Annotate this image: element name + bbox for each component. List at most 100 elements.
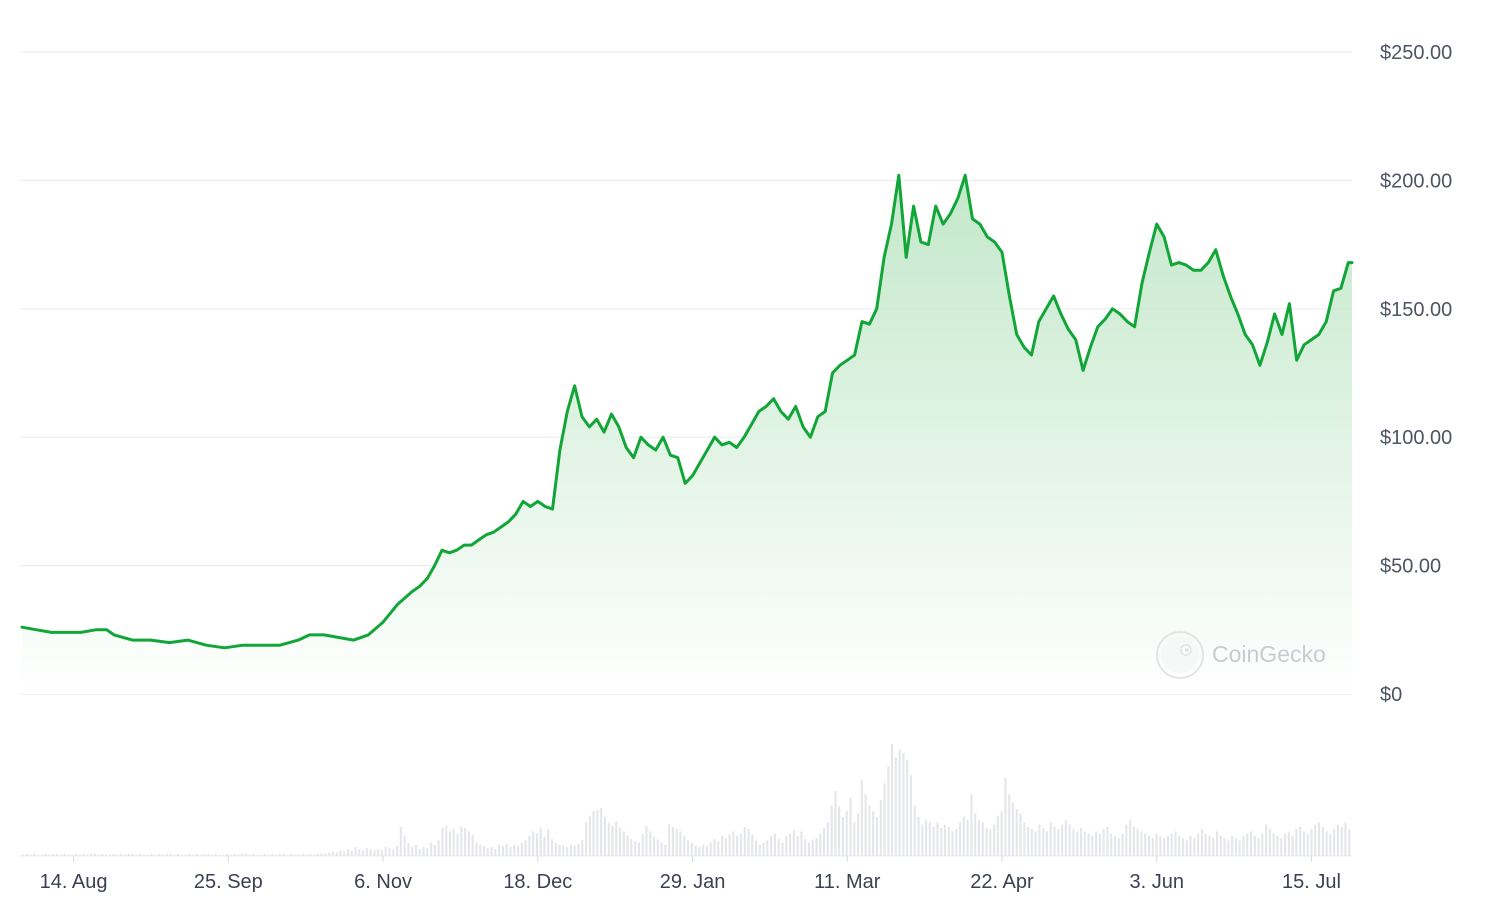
volume-bar [864,794,867,856]
volume-bar [588,815,591,856]
volume-bar [1306,833,1309,856]
volume-bar [551,839,554,856]
volume-bar [993,824,996,856]
volume-bar [449,831,452,856]
volume-bar [475,842,478,856]
volume-bar [1125,824,1128,856]
volume-bar [71,854,74,856]
volume-bar [48,854,51,856]
volume-bar [1083,831,1086,856]
volume-bar [415,844,418,856]
volume-bar [1166,835,1169,856]
volume-bar [252,853,255,856]
volume-bar [1276,835,1279,856]
volume-bar [263,853,266,856]
volume-bar [857,813,860,856]
volume-bar [520,842,523,856]
volume-bar [165,853,168,856]
volume-bar [184,854,187,856]
volume-bar [33,853,36,856]
volume-bar [811,840,814,856]
volume-bar [1295,829,1298,856]
volume-bar [343,851,346,856]
volume-bar [56,853,59,856]
volume-bar [830,805,833,856]
volume-bar [282,853,285,856]
volume-bar [494,849,497,856]
volume-bar [1049,822,1052,856]
volume-bar [804,839,807,856]
volume-bar [732,831,735,856]
volume-bar [498,844,501,856]
volume-bar [834,791,837,856]
volume-bar [819,833,822,856]
volume-bar [1178,835,1181,856]
volume-bar [44,853,47,856]
volume-bar [25,853,28,856]
volume-bar [1272,833,1275,856]
volume-bar [1287,831,1290,856]
volume-bar [773,833,776,856]
volume-bar [694,845,697,856]
volume-bar [887,766,890,856]
volume-bar [913,805,916,856]
volume-bar [305,854,308,856]
volume-bar [656,839,659,856]
volume-bar [392,849,395,856]
volume-bar [566,847,569,856]
volume-bar [78,854,81,856]
volume-bar [569,844,572,856]
volume-bar [675,829,678,856]
volume-bar [528,835,531,856]
volume-bar [770,835,773,856]
volume-bar [441,828,444,856]
volume-bar [751,834,754,856]
volume-bar [1219,835,1222,856]
volume-bar [1155,833,1158,856]
volume-bar [483,845,486,856]
volume-bar [653,837,656,856]
volume-bar [1318,822,1321,856]
volume-bar [1170,833,1173,856]
volume-bar [554,842,557,856]
volume-bar [1193,838,1196,856]
volume-bar [1291,835,1294,856]
volume-bar [86,854,89,856]
volume-bar [445,825,448,856]
volume-bar [509,847,512,856]
volume-bar [312,854,315,856]
volume-bar [297,854,300,856]
volume-bar [909,775,912,856]
volume-bar [573,845,576,856]
volume-bar [403,835,406,856]
volume-bar [1265,824,1268,856]
volume-bar [1204,833,1207,856]
volume-bar [350,850,353,856]
volume-bar [120,853,123,856]
volume-bar [713,839,716,856]
volume-bar [721,835,724,856]
volume-bar [354,847,357,856]
volume-bar [188,853,191,856]
volume-bar [226,853,229,856]
volume-bar [1034,831,1037,856]
volume-bar [558,844,561,856]
volume-bar [879,800,882,856]
volume-bar [955,829,958,856]
volume-bar [1223,838,1226,856]
volume-bar [260,854,263,856]
x-tick-label: 6. Nov [354,871,412,893]
volume-bar [52,853,55,856]
volume-bar [214,853,217,856]
volume-bar [1008,794,1011,856]
volume-bar [649,831,652,856]
volume-bar [747,829,750,856]
volume-bar [229,854,232,856]
volume-bar [176,853,179,856]
volume-bar [800,831,803,856]
gecko-logo-icon [1156,631,1204,679]
volume-bar [1208,835,1211,856]
volume-bar [241,853,244,856]
volume-bar [1132,826,1135,856]
volume-bar [479,844,482,856]
